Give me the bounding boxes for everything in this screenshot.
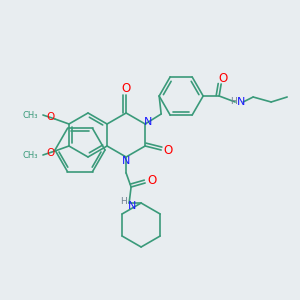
Text: O: O — [47, 148, 55, 158]
Text: H: H — [120, 196, 127, 206]
Text: N: N — [122, 156, 130, 166]
Text: H: H — [230, 97, 236, 106]
Text: O: O — [122, 82, 131, 95]
Text: N: N — [128, 201, 136, 211]
Text: O: O — [47, 112, 55, 122]
Text: O: O — [148, 175, 157, 188]
Text: N: N — [144, 117, 152, 127]
Text: CH₃: CH₃ — [22, 151, 38, 160]
Text: N: N — [237, 97, 245, 107]
Text: O: O — [164, 143, 173, 157]
Text: O: O — [218, 71, 228, 85]
Text: CH₃: CH₃ — [22, 110, 38, 119]
